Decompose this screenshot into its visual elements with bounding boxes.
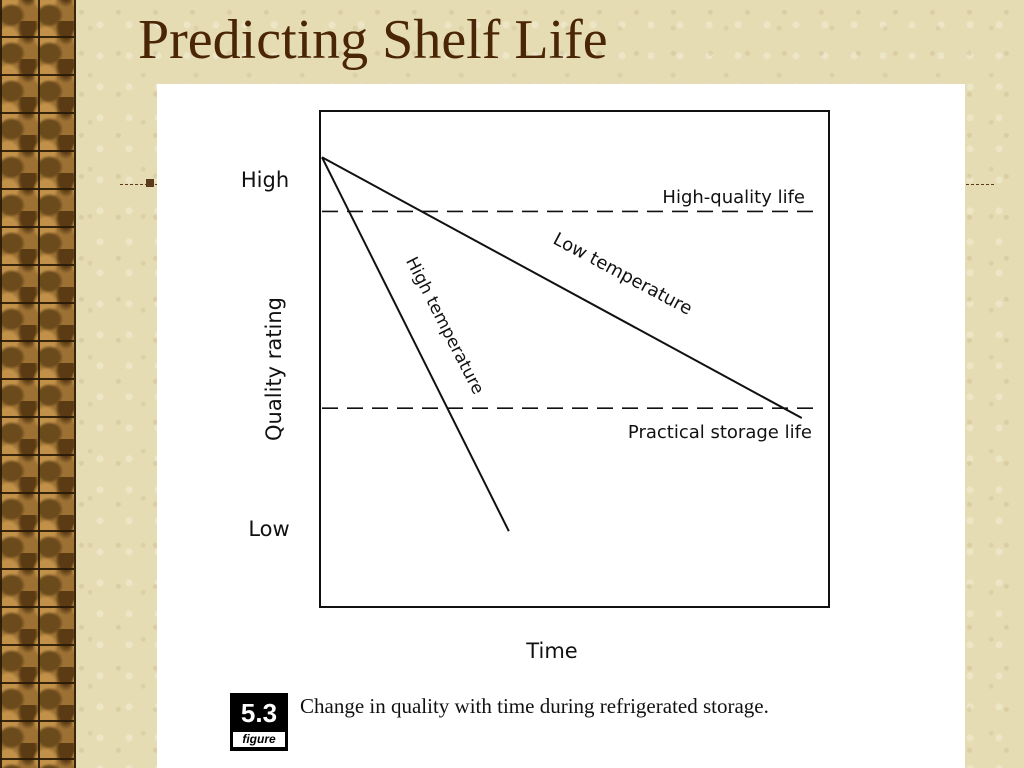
y-axis-label: Quality rating	[262, 297, 286, 441]
figure-number: 5.3	[240, 698, 278, 728]
threshold-label-high-quality: High-quality life	[662, 187, 805, 208]
quality-chart: High Low Time Quality rating High-qualit…	[241, 110, 830, 663]
threshold-lines	[322, 210, 813, 410]
decorative-side-strip	[0, 0, 76, 768]
series-line-0	[321, 156, 510, 532]
plot-frame	[319, 110, 830, 608]
figure-panel: High Low Time Quality rating High-qualit…	[157, 84, 965, 768]
series-line-1	[321, 156, 803, 419]
decorative-rule-left	[120, 184, 158, 185]
x-axis-label: Time	[525, 639, 577, 663]
decorative-bullet	[146, 179, 154, 187]
decorative-rule-right	[966, 184, 994, 185]
y-tick-high: High	[241, 168, 289, 192]
figure-caption: Change in quality with time during refri…	[300, 694, 769, 718]
y-tick-low: Low	[248, 517, 289, 541]
series-label-low-temperature: Low temperature	[550, 229, 696, 320]
threshold-label-practical: Practical storage life	[628, 422, 812, 443]
series-lines	[321, 156, 803, 532]
slide-title: Predicting Shelf Life	[138, 9, 608, 71]
figure-word: figure	[233, 732, 285, 747]
series-label-high-temperature: High temperature	[401, 254, 488, 398]
figure-number-badge: 5.3 figure	[230, 693, 288, 751]
